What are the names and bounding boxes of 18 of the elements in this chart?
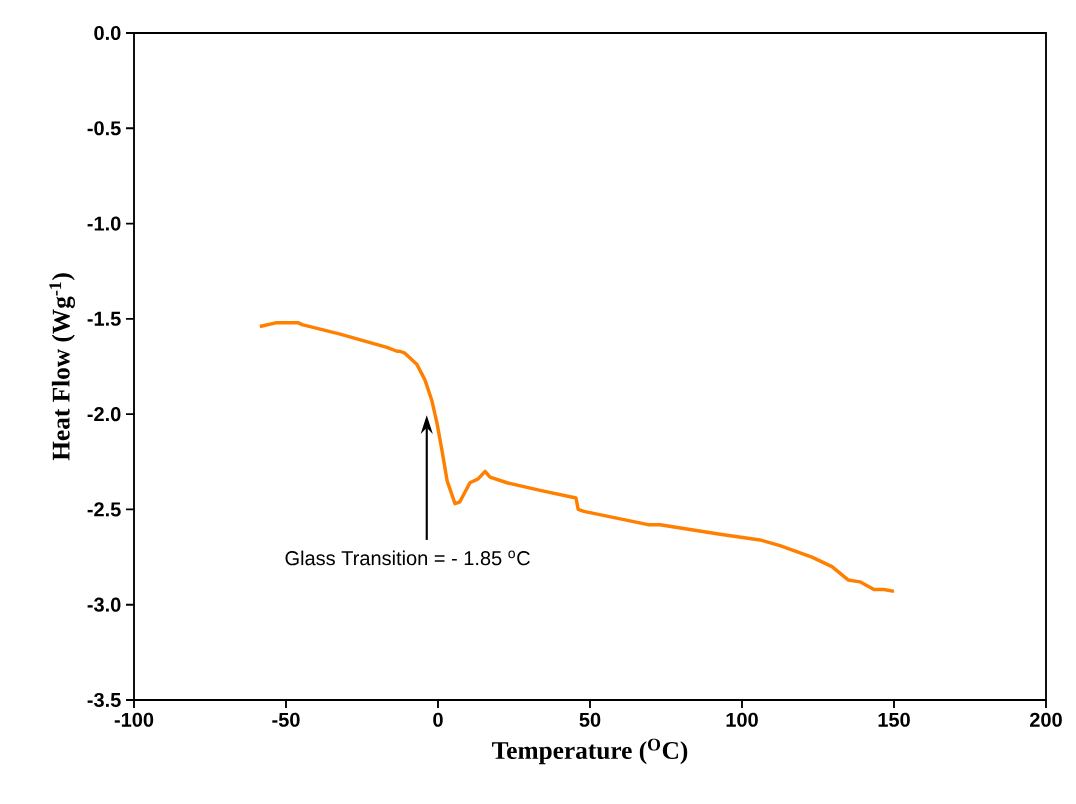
annotation: Glass Transition = - 1.85 $^{o}$C (285, 550, 530, 566)
y-tick-label: -3.5 (87, 692, 121, 708)
y-tick-label: 0.0 (94, 25, 121, 41)
y-tick-label: -2.5 (87, 502, 121, 517)
y-tick-label: -0.5 (87, 121, 121, 136)
y-tick-label: -3.0 (87, 597, 121, 612)
x-tick-label: 200 (1030, 712, 1062, 727)
y-tick-label: -2.0 (87, 407, 121, 422)
x-axis-title: Temperature ($^{O}$C) (492, 738, 688, 765)
y-axis-title: Heat Flow (Wg$^{-1}$) (49, 273, 76, 461)
y-tick-label: -1.0 (87, 216, 121, 231)
x-tick-label: -100 (114, 712, 154, 727)
x-tick-label: 0 (433, 712, 443, 727)
y-tick-label: -1.5 (87, 311, 121, 326)
x-tick-label: 100 (726, 712, 758, 727)
x-tick-label: 50 (579, 712, 601, 727)
x-tick-label: 150 (878, 712, 910, 727)
x-tick-label: -50 (272, 712, 300, 727)
